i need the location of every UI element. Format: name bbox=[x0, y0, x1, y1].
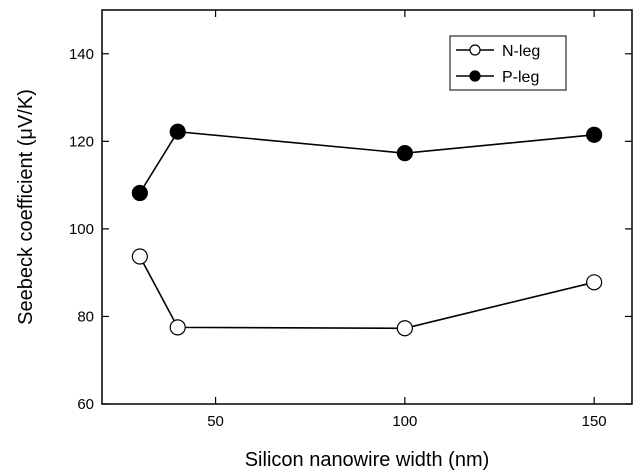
y-tick-label: 100 bbox=[69, 221, 94, 238]
legend: N-leg P-leg bbox=[449, 35, 567, 91]
y-axis-ticks: 60 80 100 120 140 bbox=[69, 46, 632, 413]
legend-label-n-leg: N-leg bbox=[502, 43, 540, 60]
legend-marker-n-leg bbox=[469, 44, 481, 56]
data-point-n-leg bbox=[586, 274, 603, 291]
y-tick-label: 120 bbox=[69, 133, 94, 150]
legend-box bbox=[449, 35, 567, 91]
data-point-p-leg bbox=[586, 126, 603, 143]
data-point-n-leg bbox=[396, 320, 413, 337]
data-point-n-leg bbox=[131, 248, 148, 265]
y-tick-label: 80 bbox=[77, 308, 94, 325]
y-axis-label: Seebeck coefficient (μV/K) bbox=[15, 89, 37, 325]
y-tick-label: 140 bbox=[69, 46, 94, 63]
x-tick-label: 150 bbox=[582, 413, 607, 430]
legend-label-p-leg: P-leg bbox=[502, 69, 539, 86]
data-point-p-leg bbox=[131, 184, 148, 202]
x-tick-label: 100 bbox=[392, 413, 417, 430]
x-axis-ticks: 50 100 150 bbox=[207, 10, 607, 430]
x-tick-label: 50 bbox=[207, 413, 224, 430]
series-layer bbox=[131, 123, 603, 337]
plot-frame bbox=[101, 9, 633, 405]
data-point-p-leg bbox=[396, 145, 413, 162]
legend-marker-p-leg bbox=[469, 70, 481, 82]
data-point-p-leg bbox=[169, 123, 186, 140]
series-line-n-leg bbox=[139, 256, 595, 330]
x-axis-label: Silicon nanowire width (nm) bbox=[245, 449, 490, 471]
data-point-n-leg bbox=[169, 319, 186, 336]
y-tick-label: 60 bbox=[77, 396, 94, 413]
series-line-p-leg bbox=[139, 130, 595, 194]
